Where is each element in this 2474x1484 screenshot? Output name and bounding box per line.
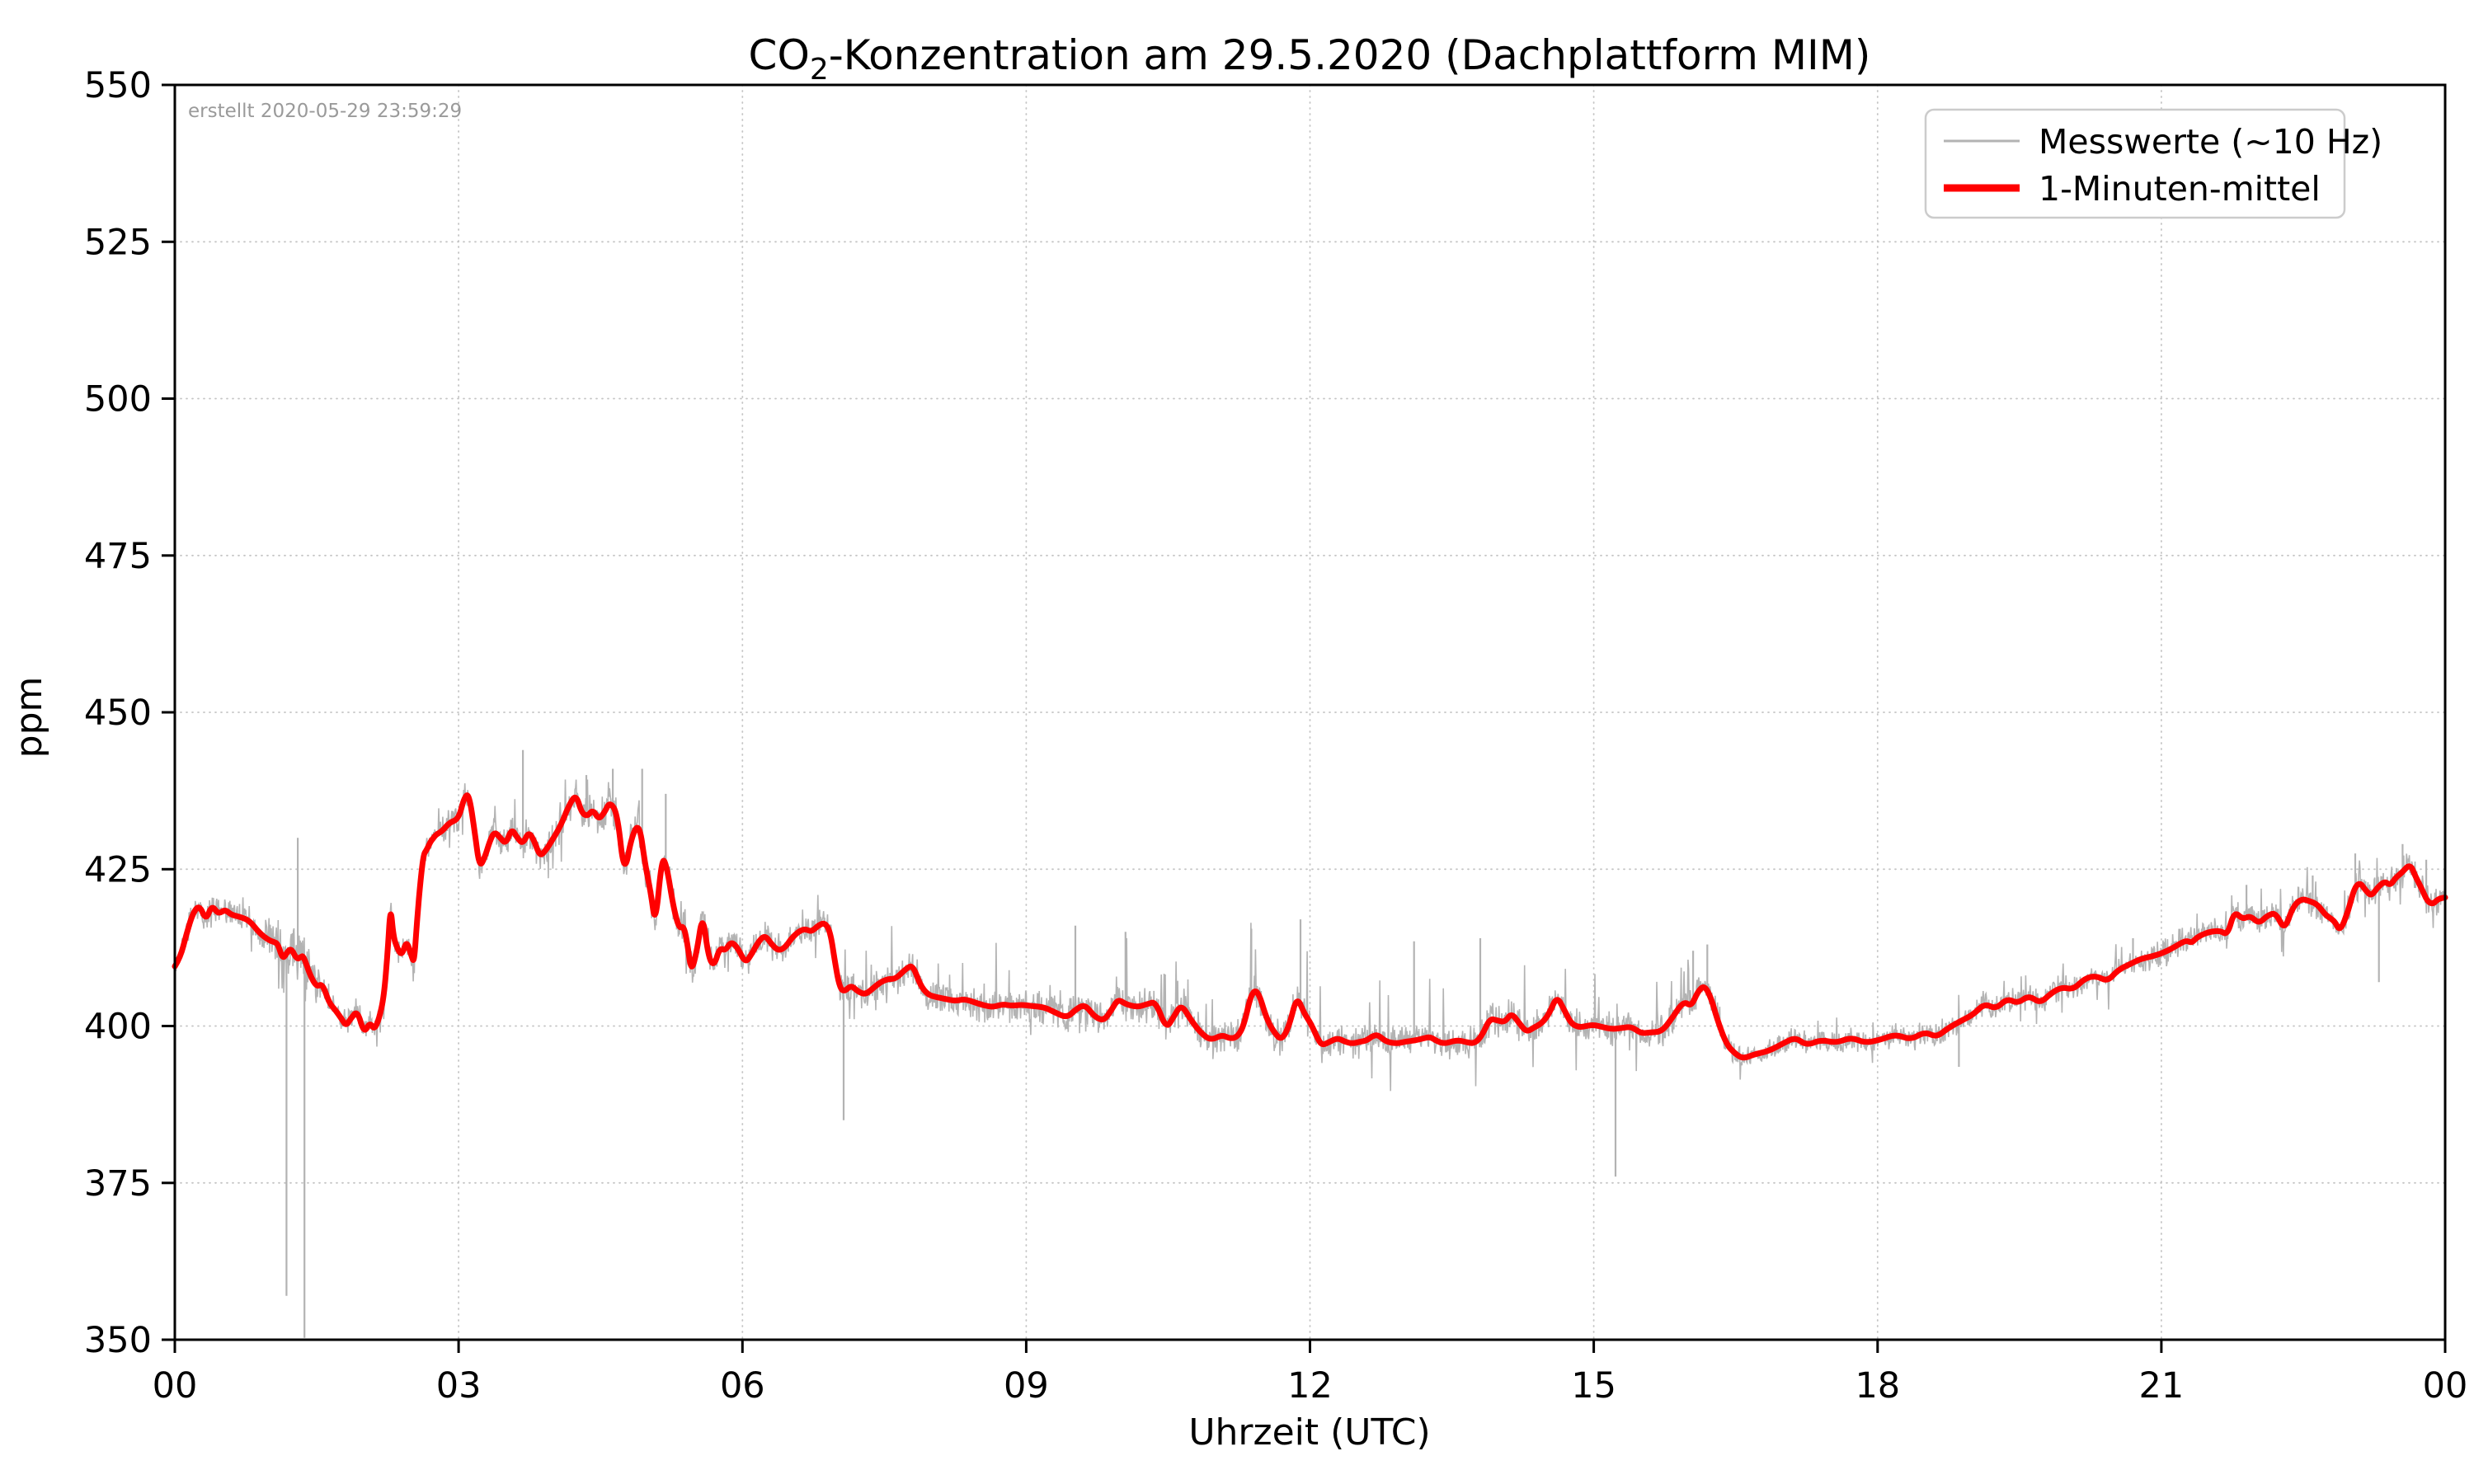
y-tick-label: 375: [84, 1163, 152, 1205]
chart-title: CO2-Konzentration am 29.5.2020 (Dachplat…: [749, 31, 1871, 87]
y-axis-label: ppm: [8, 677, 50, 758]
x-tick-label: 00: [153, 1365, 198, 1407]
y-tick-label: 450: [84, 693, 152, 734]
y-tick-label: 350: [84, 1320, 152, 1361]
y-tick-label: 475: [84, 536, 152, 577]
y-tick-label: 425: [84, 849, 152, 890]
axis-ticks: [162, 83, 2447, 1353]
minuten-mittel-line: [172, 792, 2448, 1061]
x-axis-label: Uhrzeit (UTC): [1188, 1411, 1430, 1453]
x-tick-label: 09: [1004, 1365, 1049, 1407]
chart-title-suffix: -Konzentration am 29.5.2020 (Dachplattfo…: [829, 31, 1871, 79]
y-tick-label: 525: [84, 222, 152, 263]
legend-box: [1924, 108, 2346, 219]
legend-label-messwerte: Messwerte (~10 Hz): [2039, 122, 2382, 162]
y-tick-label: 400: [84, 1007, 152, 1048]
x-tick-label: 18: [1855, 1365, 1900, 1407]
x-tick-label: 06: [720, 1365, 765, 1407]
created-timestamp-note: erstellt 2020-05-29 23:59:29: [188, 101, 462, 122]
y-tick-label: 550: [84, 65, 152, 106]
legend: Messwerte (~10 Hz) 1-Minuten-mittel: [1924, 108, 2382, 219]
x-tick-label: 00: [2423, 1365, 2468, 1407]
gridlines: [174, 84, 2446, 1341]
chart-title-subscript: 2: [810, 53, 829, 87]
x-tick-label: 12: [1287, 1365, 1333, 1407]
y-tick-label: 500: [84, 379, 152, 420]
legend-label-minutenmittel: 1-Minuten-mittel: [2039, 169, 2321, 209]
series-layer: [172, 749, 2448, 1338]
chart-title-prefix: CO: [749, 31, 810, 79]
x-tick-label: 03: [436, 1365, 482, 1407]
tick-labels: 350 375 400 425 450 475 500 525 550 00 03 06 09 12 15 1…: [84, 65, 2467, 1407]
x-tick-label: 21: [2139, 1365, 2185, 1407]
x-tick-label: 15: [1571, 1365, 1616, 1407]
